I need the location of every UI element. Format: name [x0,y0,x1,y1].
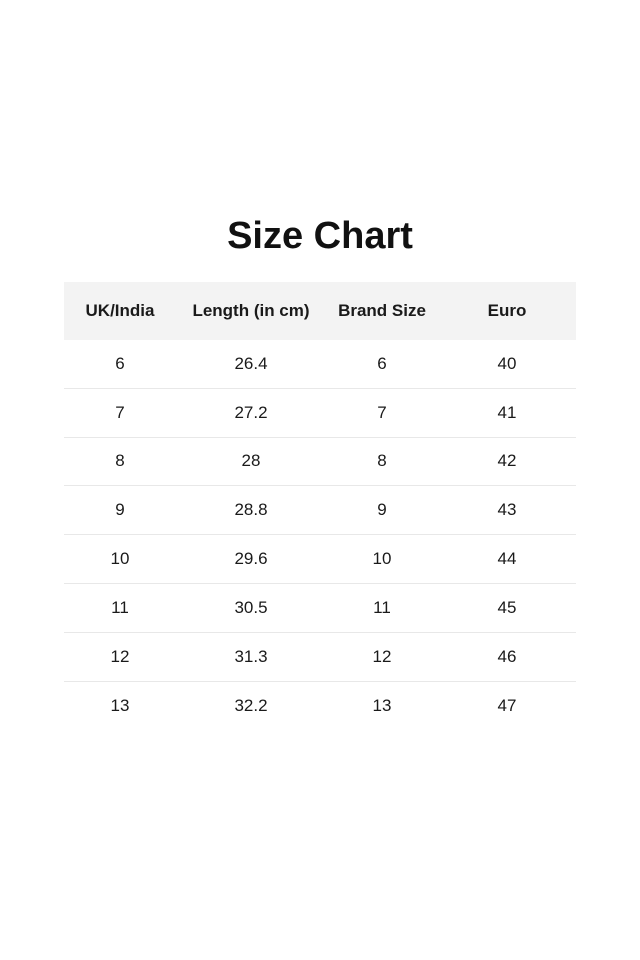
cell-uk-india: 6 [115,353,125,373]
cell-uk-india: 12 [110,646,130,666]
table-row: 6 26.4 6 40 [64,340,576,389]
cell-brand-size: 9 [377,500,387,520]
table-row: 13 32.2 13 47 [64,682,576,731]
page-title: Size Chart [227,215,413,257]
header-brand-size: Brand Size [338,301,426,320]
cell-brand-size: 10 [372,549,392,569]
cell-uk-india: 9 [115,500,125,520]
table-row: 12 31.3 12 46 [64,633,576,682]
table-body: 6 26.4 6 40 7 27.2 7 41 8 28 8 42 9 28.8 9 43 10 29.6 10 44… [64,340,576,730]
cell-euro: 44 [497,549,517,569]
header-euro: Euro [487,301,527,320]
cell-euro: 40 [497,353,517,373]
table-header: UK/India Length (in cm) Brand Size Euro [64,282,576,340]
cell-euro: 41 [497,402,517,422]
cell-brand-size: 6 [377,353,387,373]
table-row: 11 30.5 11 45 [64,584,576,633]
size-chart-table: UK/India Length (in cm) Brand Size Euro … [64,282,576,730]
cell-brand-size: 11 [373,597,391,617]
cell-uk-india: 13 [110,695,130,715]
cell-euro: 42 [497,451,517,471]
cell-brand-size: 13 [372,695,392,715]
cell-uk-india: 11 [111,597,129,617]
cell-length: 29.6 [234,549,268,569]
cell-uk-india: 8 [115,451,125,471]
cell-length: 28 [241,451,261,471]
table-row: 10 29.6 10 44 [64,535,576,584]
cell-length: 32.2 [234,695,268,715]
cell-brand-size: 7 [377,402,387,422]
table-row: 7 27.2 7 41 [64,389,576,438]
cell-brand-size: 12 [372,646,392,666]
header-length: Length (in cm) [192,301,310,320]
cell-euro: 43 [497,500,517,520]
cell-euro: 46 [497,646,517,666]
cell-euro: 45 [497,597,517,617]
table-row: 8 28 8 42 [64,438,576,487]
cell-uk-india: 7 [115,402,125,422]
cell-length: 28.8 [234,500,268,520]
cell-length: 26.4 [234,353,268,373]
cell-brand-size: 8 [377,451,387,471]
cell-uk-india: 10 [110,549,130,569]
table-row: 9 28.8 9 43 [64,486,576,536]
cell-length: 30.5 [234,597,268,617]
cell-euro: 47 [497,695,517,715]
cell-length: 27.2 [234,402,268,422]
header-uk-india: UK/India [85,301,155,320]
cell-length: 31.3 [234,646,268,666]
